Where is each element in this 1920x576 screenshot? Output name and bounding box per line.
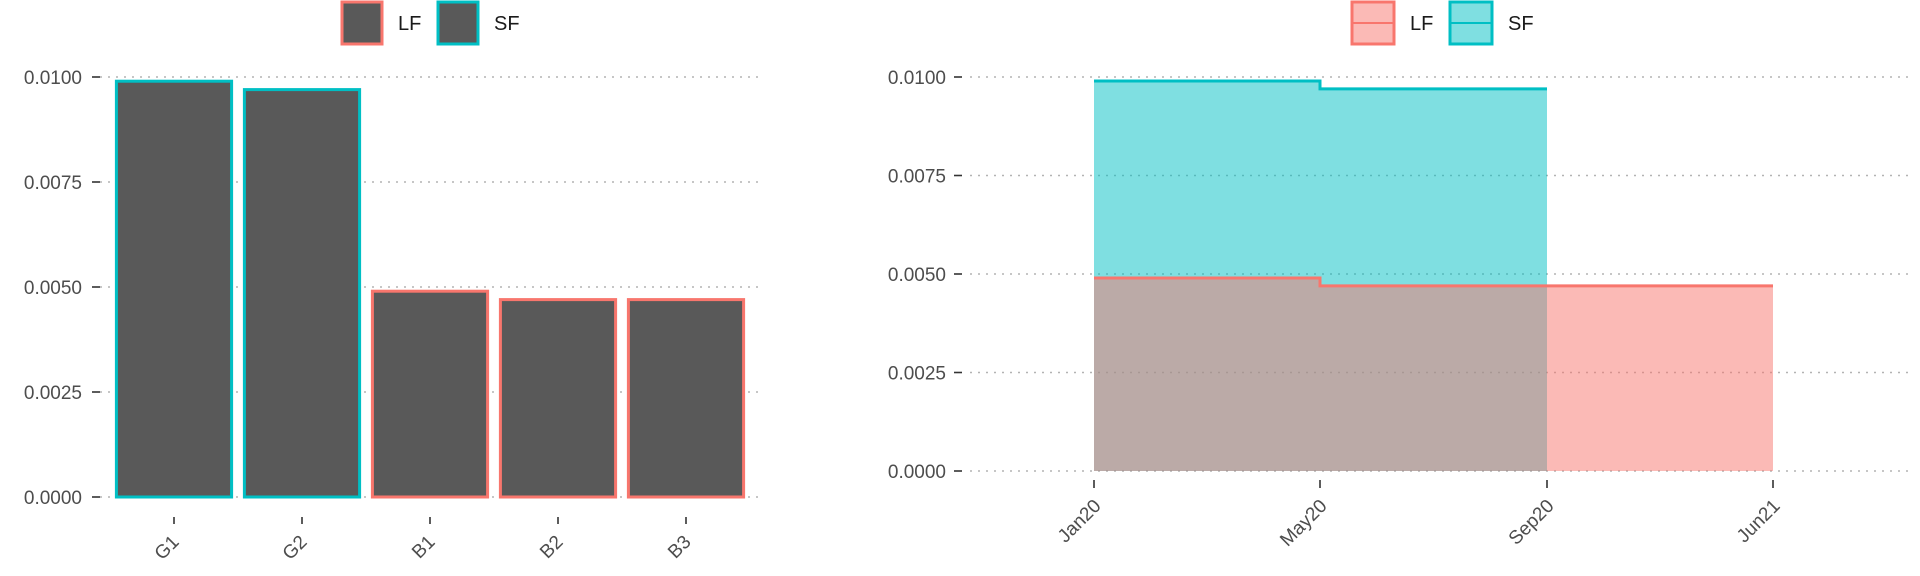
left-bars (114, 79, 746, 499)
area-lf (1094, 277, 1773, 471)
left-x-axis: G1 G2 B1 B2 B3 (151, 517, 696, 564)
left-y-axis: 0.0000 0.0025 0.0050 0.0075 0.0100 (24, 68, 100, 509)
x-tick-label: Sep20 (1505, 496, 1559, 550)
legend-label-lf: LF (398, 13, 421, 35)
y-tick-label: 0.0075 (888, 167, 946, 188)
legend-key-sf (436, 0, 480, 46)
y-tick-label: 0.0025 (24, 383, 82, 404)
y-tick-label: 0.0000 (888, 462, 946, 483)
right-legend: LF SF (1350, 0, 1534, 46)
right-area-chart: 0.0000 0.0025 0.0050 0.0075 0.0100 Jan20 May2… (888, 0, 1910, 551)
y-tick-label: 0.0075 (24, 173, 82, 194)
y-tick-label: 0.0025 (888, 364, 946, 385)
bar-b2 (498, 298, 618, 499)
bar-g1 (114, 79, 234, 499)
legend-key-lf (340, 0, 384, 46)
x-tick-label: G2 (279, 532, 312, 565)
x-tick-label: B3 (664, 532, 695, 563)
right-areas (1094, 79, 1773, 471)
line-sf (1094, 79, 1547, 91)
y-tick-label: 0.0050 (888, 265, 946, 286)
x-tick-label: Jun21 (1733, 496, 1784, 547)
legend-label-sf: SF (494, 13, 520, 35)
x-tick-label: Jan20 (1054, 496, 1105, 547)
x-tick-label: B1 (408, 532, 439, 563)
x-tick-label: B2 (536, 532, 567, 563)
right-y-axis: 0.0000 0.0025 0.0050 0.0075 0.0100 (888, 68, 962, 483)
bar-g2 (242, 88, 362, 499)
y-tick-label: 0.0100 (24, 68, 82, 89)
y-tick-label: 0.0050 (24, 278, 82, 299)
legend-label-lf: LF (1410, 13, 1433, 35)
x-tick-label: G1 (151, 532, 184, 565)
y-tick-label: 0.0000 (24, 488, 82, 509)
legend-label-sf: SF (1508, 13, 1534, 35)
bar-b1 (370, 289, 490, 499)
left-bar-chart: 0.0000 0.0025 0.0050 0.0075 0.0100 G1 G2 B1 B2 B… (24, 0, 760, 564)
y-tick-label: 0.0100 (888, 68, 946, 89)
right-x-axis: Jan20 May20 Sep20 Jun21 (1054, 480, 1785, 551)
bar-b3 (626, 298, 746, 499)
left-legend: LF SF (340, 0, 520, 46)
x-tick-label: May20 (1276, 496, 1331, 551)
line-lf (1094, 276, 1773, 288)
